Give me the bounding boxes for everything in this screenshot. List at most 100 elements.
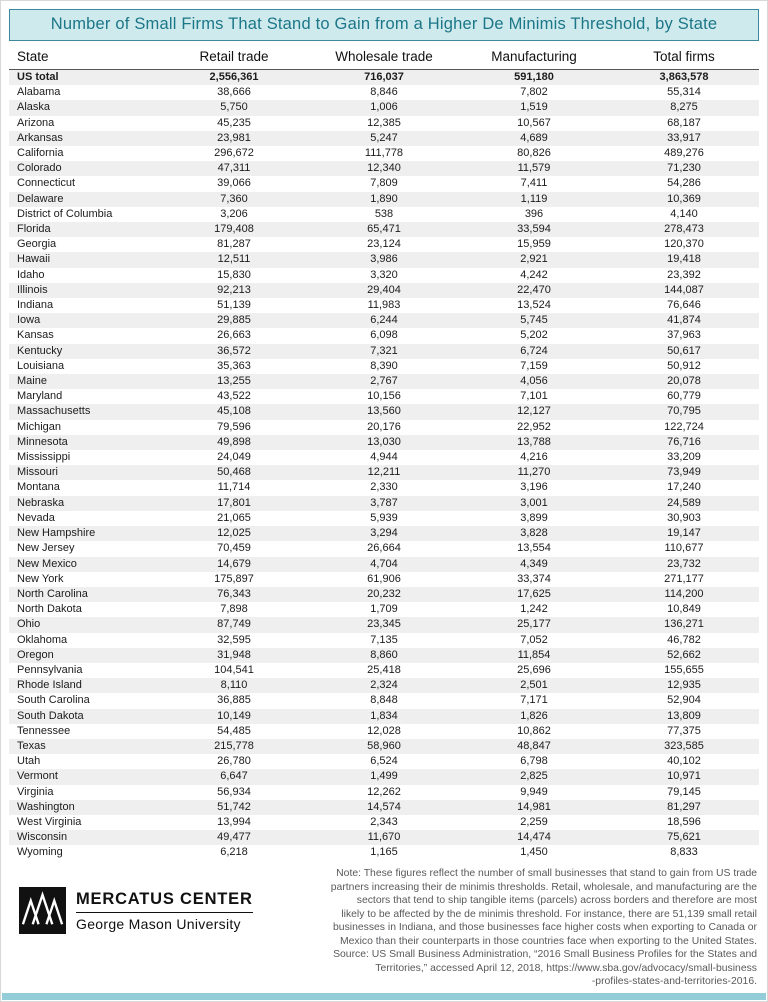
value-cell: 3,986 [370, 253, 398, 266]
value-cell: 8,846 [370, 86, 398, 99]
table-row: North Carolina 76,343 20,232 17,625 114,200 [9, 586, 759, 603]
state-cell: Kentucky [17, 344, 63, 357]
value-cell: 14,474 [517, 831, 551, 844]
table-row: Iowa 29,885 6,244 5,745 41,874 [9, 313, 759, 329]
state-cell: Washington [17, 800, 75, 813]
value-cell: 1,826 [520, 709, 548, 722]
value-cell: 12,385 [367, 116, 401, 129]
state-cell: Virginia [17, 785, 54, 798]
value-cell: 17,240 [667, 481, 701, 494]
logo-text: MERCATUS CENTER George Mason University [76, 890, 253, 932]
table-row: Colorado 47,311 12,340 11,579 71,230 [9, 161, 759, 177]
value-cell: 30,903 [667, 511, 701, 524]
value-cell: 79,596 [217, 420, 251, 433]
state-cell: Wisconsin [17, 831, 68, 844]
state-cell: New Hampshire [17, 527, 96, 540]
value-cell: 4,349 [520, 557, 548, 570]
value-cell: 25,177 [517, 618, 551, 631]
value-cell: 33,917 [667, 131, 701, 144]
value-cell: 35,363 [217, 359, 251, 372]
value-cell: 61,906 [367, 572, 401, 585]
value-cell: 3,899 [520, 511, 548, 524]
value-cell: 13,809 [667, 709, 701, 722]
value-cell: 155,655 [664, 663, 704, 676]
value-cell: 50,617 [667, 344, 701, 357]
table-row: Illinois 92,213 29,404 22,470 144,087 [9, 282, 759, 299]
value-cell: 76,343 [217, 587, 251, 600]
mercatus-logo: MERCATUS CENTER George Mason University [19, 887, 253, 934]
table-row: Hawaii 12,511 3,986 2,921 19,418 [9, 252, 759, 268]
value-cell: 41,874 [667, 314, 701, 327]
value-cell: 37,963 [667, 329, 701, 342]
value-cell: 56,934 [217, 785, 251, 798]
value-cell: 49,477 [217, 831, 251, 844]
value-cell: 1,242 [520, 603, 548, 616]
table-row: Alaska 5,750 1,006 1,519 8,275 [9, 100, 759, 116]
value-cell: 11,983 [367, 299, 401, 312]
column-header-wholesale-trade: Wholesale trade [309, 46, 459, 70]
value-cell: 7,411 [520, 177, 548, 190]
state-cell: Wyoming [17, 846, 63, 859]
value-cell: 13,994 [217, 815, 251, 828]
value-cell: 4,216 [520, 451, 548, 464]
state-cell: Illinois [17, 283, 48, 296]
value-cell: 52,904 [667, 694, 701, 707]
value-cell: 76,646 [667, 299, 701, 312]
table-row: Indiana 51,139 11,983 13,524 76,646 [9, 298, 759, 313]
value-cell: 3,001 [520, 496, 548, 509]
state-cell: Kansas [17, 329, 54, 342]
state-cell: California [17, 147, 64, 160]
value-cell: 175,897 [214, 572, 254, 585]
state-cell: Maryland [17, 390, 63, 403]
data-table: State Retail trade Wholesale trade Manuf… [9, 46, 759, 861]
state-cell: Colorado [17, 162, 62, 175]
value-cell: 58,960 [367, 739, 401, 752]
value-cell: 111,778 [364, 147, 404, 160]
value-cell: 7,802 [520, 86, 548, 99]
value-cell: 15,959 [517, 238, 551, 251]
table-row: California 296,672 111,778 80,826 489,276 [9, 146, 759, 161]
value-cell: 14,679 [217, 557, 251, 570]
state-cell: US total [17, 71, 59, 83]
table-row: Montana 11,714 2,330 3,196 17,240 [9, 480, 759, 495]
value-cell: 716,037 [364, 71, 404, 83]
value-cell: 4,056 [520, 375, 548, 388]
table-row: New Jersey 70,459 26,664 13,554 110,677 [9, 541, 759, 556]
note-line: Mexico than their counterparts in those … [339, 935, 757, 947]
table-row: Nebraska 17,801 3,787 3,001 24,589 [9, 495, 759, 511]
value-cell: 18,596 [667, 815, 701, 828]
value-cell: 4,944 [370, 451, 398, 464]
table-row: New Hampshire 12,025 3,294 3,828 19,147 [9, 526, 759, 542]
value-cell: 7,321 [370, 344, 398, 357]
value-cell: 2,343 [370, 815, 398, 828]
value-cell: 8,860 [370, 648, 398, 661]
table-row: Michigan 79,596 20,176 22,952 122,724 [9, 420, 759, 435]
value-cell: 77,375 [667, 724, 701, 737]
value-cell: 12,935 [667, 679, 701, 692]
value-cell: 1,119 [520, 192, 548, 205]
value-cell: 31,948 [217, 648, 251, 661]
value-cell: 12,211 [367, 466, 401, 479]
state-cell: Georgia [17, 238, 57, 251]
value-cell: 33,209 [667, 451, 701, 464]
value-cell: 5,745 [520, 314, 548, 327]
value-cell: 6,098 [370, 329, 398, 342]
state-cell: Montana [17, 481, 60, 494]
value-cell: 10,369 [667, 192, 701, 205]
value-cell: 396 [524, 207, 544, 220]
value-cell: 75,621 [667, 831, 701, 844]
note-line: Source: US Small Business Administration… [333, 949, 757, 960]
table-row: Minnesota 49,898 13,030 13,788 76,716 [9, 434, 759, 451]
value-cell: 12,340 [367, 162, 401, 175]
value-cell: 7,159 [520, 359, 548, 372]
value-cell: 6,647 [220, 770, 248, 783]
bottom-accent-bar [2, 993, 766, 1000]
value-cell: 179,408 [214, 223, 254, 236]
value-cell: 36,572 [217, 344, 251, 357]
state-cell: West Virginia [17, 815, 82, 828]
value-cell: 14,981 [517, 800, 551, 813]
state-cell: Iowa [17, 314, 41, 327]
state-cell: Tennessee [17, 724, 71, 737]
table-row: Maryland 43,522 10,156 7,101 60,779 [9, 389, 759, 404]
